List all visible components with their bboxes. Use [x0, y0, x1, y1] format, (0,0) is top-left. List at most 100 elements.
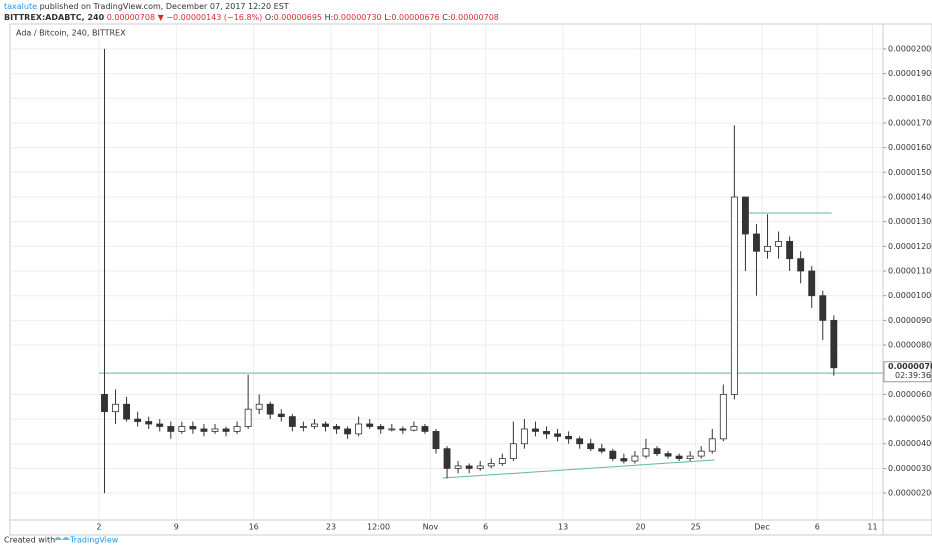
candle-body — [134, 418, 142, 422]
header-line-2: BITTREX:ADABTC, 240 0.00000708 ▼ −0.0000… — [4, 13, 499, 22]
candle-body — [388, 428, 396, 431]
candle-body — [808, 270, 816, 297]
y-tick-label: 0.00000300 — [888, 464, 932, 473]
candle-body — [797, 258, 805, 272]
candle-body — [101, 393, 108, 413]
candle-body — [123, 403, 131, 420]
candle-body — [277, 413, 285, 418]
footer-created: Created with — [4, 536, 55, 545]
y-tick-label: 0.00000400 — [888, 439, 932, 448]
candle-body — [620, 458, 628, 462]
x-tick-label: 6 — [815, 523, 820, 532]
y-tick-label: 0.00000900 — [888, 316, 932, 325]
symbol: BITTREX:ADABTC, 240 — [4, 13, 105, 22]
candle-body — [211, 428, 219, 432]
candle-body — [509, 443, 517, 459]
y-tick-label: 0.00001300 — [888, 217, 932, 226]
candle-body — [719, 393, 727, 440]
change: −0.00000143 (−16.8%) — [166, 13, 262, 22]
candle-body — [675, 455, 683, 459]
y-tick-label: 0.00000500 — [888, 415, 932, 424]
candle-body — [167, 426, 175, 432]
y-tick-label: 0.00001800 — [888, 94, 932, 103]
close: 0.00000708 — [451, 13, 499, 22]
candle-body — [200, 428, 208, 432]
x-tick-label: 25 — [691, 523, 701, 532]
candle-body — [156, 423, 164, 427]
candle-body — [642, 448, 650, 457]
y-tick-label: 0.00001900 — [888, 69, 932, 78]
candle-body — [454, 465, 462, 469]
x-tick-label: 6 — [483, 523, 488, 532]
x-tick-label: Dec — [754, 523, 769, 532]
candle-body — [244, 408, 252, 427]
published: published on TradingView.com, December 0… — [40, 2, 289, 11]
candle-body — [366, 423, 374, 427]
candle-body — [653, 448, 661, 455]
y-tick-label: 0.00001400 — [888, 192, 932, 201]
candle-body — [112, 403, 119, 413]
candle-body — [189, 426, 197, 430]
candle-body — [476, 465, 484, 469]
footer-brand: TradingView — [69, 536, 119, 545]
y-tick-label: 0.00001600 — [888, 143, 932, 152]
x-tick-label: 12:00 — [367, 523, 390, 532]
candle-body — [266, 403, 274, 415]
arrow: ▼ — [158, 13, 165, 22]
y-tick-label: 0.00000800 — [888, 341, 932, 350]
candle-body — [399, 428, 407, 431]
y-tick-label: 0.00001700 — [888, 118, 932, 127]
candle-body — [222, 428, 230, 432]
candle-body — [741, 196, 749, 235]
y-tick-label: 0.00000600 — [888, 390, 932, 399]
x-tick-label: 20 — [635, 523, 645, 532]
candle-body — [145, 421, 153, 425]
candle-body — [775, 241, 783, 247]
candle-body — [664, 453, 672, 457]
candle-body — [786, 241, 794, 260]
y-tick-label: 0.00000200 — [888, 489, 932, 498]
candle-body — [532, 428, 539, 432]
frame — [9, 23, 932, 536]
l-label: L: — [384, 13, 391, 22]
author: taxalute — [4, 2, 37, 11]
x-tick-label: 9 — [174, 523, 179, 532]
candle-body — [819, 295, 827, 321]
candle-body — [377, 426, 385, 430]
candle-body — [432, 431, 440, 450]
candle-body — [288, 416, 296, 427]
candle-body — [587, 443, 595, 450]
candle-body — [299, 426, 307, 428]
candle-body — [576, 438, 584, 445]
header-line-1: taxalute published on TradingView.com, D… — [4, 2, 289, 11]
high: 0.00000730 — [333, 13, 381, 22]
candle-body — [554, 433, 561, 437]
candle-body — [764, 245, 771, 252]
candle-body — [178, 426, 186, 432]
candle-body — [355, 423, 363, 435]
candle-body — [498, 458, 506, 464]
last-price-label: 0.00000708 — [888, 362, 932, 371]
candle-body — [311, 423, 318, 427]
candle-body — [520, 428, 528, 445]
candle-body — [443, 448, 451, 469]
candle-body — [753, 233, 760, 252]
open: 0.00000695 — [274, 13, 322, 22]
h-label: H: — [325, 13, 334, 22]
low: 0.00000676 — [391, 13, 439, 22]
candle-body — [631, 455, 639, 462]
last-price-box — [883, 361, 932, 383]
x-tick-label: 11 — [867, 523, 877, 532]
plot — [98, 48, 883, 494]
o-label: O: — [265, 13, 274, 22]
candle-body — [708, 438, 716, 452]
candle-body — [543, 431, 550, 435]
candle-body — [830, 319, 838, 369]
x-tick-label: 2 — [96, 523, 101, 532]
c-label: C: — [442, 13, 450, 22]
countdown: 02:39:36 — [895, 371, 931, 380]
candle-body — [686, 455, 694, 459]
